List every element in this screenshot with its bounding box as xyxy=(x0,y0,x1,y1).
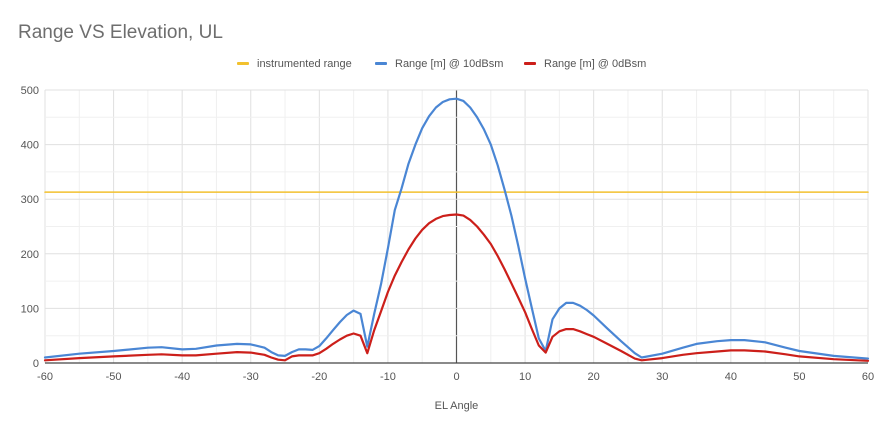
legend: instrumented range Range [m] @ 10dBsm Rang… xyxy=(237,58,646,70)
x-tick-label: -50 xyxy=(106,371,122,383)
x-axis-title: EL Angle xyxy=(435,400,479,412)
legend-label: Range [m] @ 0dBsm xyxy=(544,58,646,70)
x-tick-label: -30 xyxy=(243,371,259,383)
series-line-2 xyxy=(43,97,870,360)
y-tick-label: 100 xyxy=(21,303,39,315)
y-tick-label: 300 xyxy=(21,194,39,206)
legend-label: Range [m] @ 10dBsm xyxy=(395,58,503,70)
series-line-3 xyxy=(43,213,870,362)
x-tick-label: 30 xyxy=(656,371,668,383)
x-tick-label: -10 xyxy=(380,371,396,383)
y-tick-label: 500 xyxy=(21,85,39,97)
legend-label: instrumented range xyxy=(257,58,352,70)
legend-swatch xyxy=(524,62,536,65)
x-tick-label: -40 xyxy=(174,371,190,383)
legend-swatch xyxy=(375,62,387,65)
y-tick-label: 200 xyxy=(21,249,39,261)
chart-title: Range VS Elevation, UL xyxy=(18,22,223,43)
x-tick-label: 0 xyxy=(453,371,459,383)
x-tick-label: 20 xyxy=(588,371,600,383)
y-tick-label: 400 xyxy=(21,140,39,152)
x-tick-label: -60 xyxy=(37,371,53,383)
grid xyxy=(44,89,869,364)
axes: 0 100 200 300 400 500 -60 -50 -40 -30 -20 -10 0 10 20 3… xyxy=(21,85,874,383)
series-layer xyxy=(43,97,870,362)
x-tick-label: -20 xyxy=(311,371,327,383)
y-tick-label: 0 xyxy=(33,358,39,370)
x-tick-label: 60 xyxy=(862,371,874,383)
x-tick-label: 50 xyxy=(793,371,805,383)
x-tick-label: 10 xyxy=(519,371,531,383)
x-tick-label: 40 xyxy=(725,371,737,383)
legend-swatch xyxy=(237,62,249,65)
